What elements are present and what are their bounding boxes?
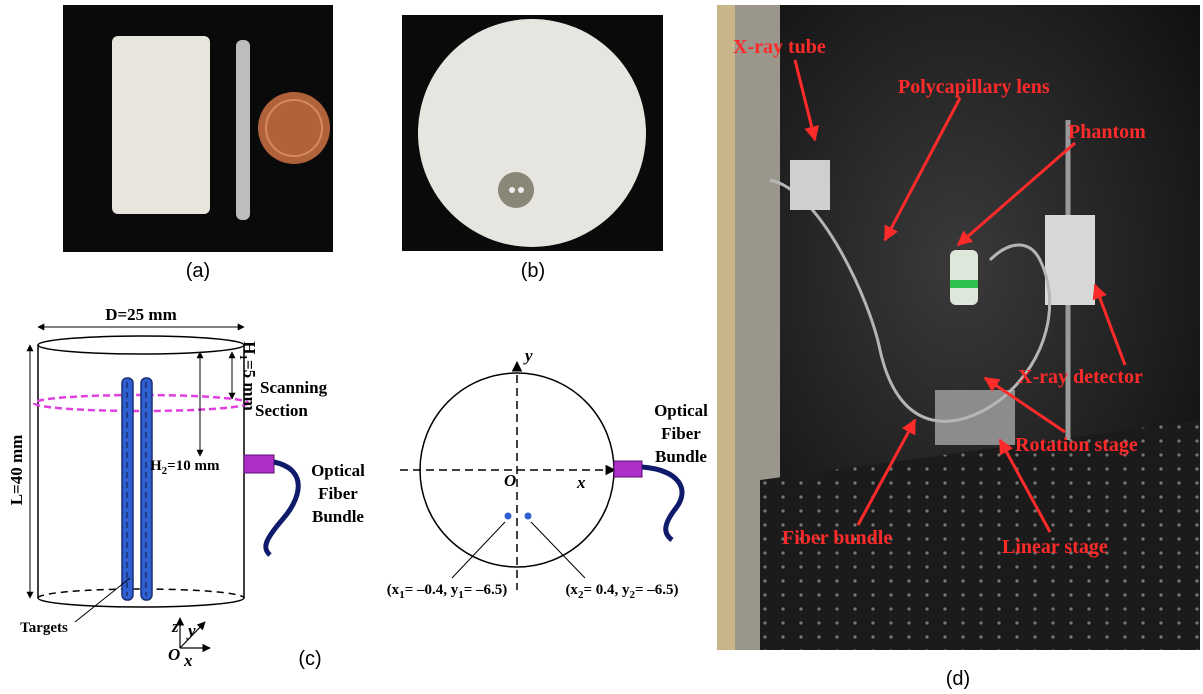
axis-label: y: [523, 346, 533, 365]
label: Fiber: [661, 424, 701, 443]
label: H2=10 mm: [150, 458, 220, 477]
label: Optical: [654, 401, 708, 420]
caption: (d): [946, 668, 970, 690]
label: H: [240, 341, 259, 354]
annotation: Phantom: [1068, 121, 1146, 143]
axis-label: x: [576, 473, 586, 492]
label: (x: [387, 582, 400, 598]
annotation: X-ray tube: [733, 36, 826, 58]
label: = 0.4, y: [583, 582, 630, 598]
annotation: Linear stage: [1002, 536, 1108, 558]
axis-label: O: [504, 471, 516, 490]
label: Fiber: [318, 484, 358, 503]
caption: (a): [186, 260, 210, 282]
label: Section: [255, 401, 308, 420]
label: Targets: [20, 620, 68, 636]
label: Scanning: [260, 378, 328, 397]
axis-label: y: [186, 621, 196, 640]
cross-section: [400, 362, 682, 590]
caption: (b): [521, 260, 545, 282]
annotation: Rotation stage: [1015, 434, 1138, 456]
figure: (a) (b) D=25 mm L=40 mm H1=5 mm H2=10 mm…: [0, 0, 1203, 694]
axis-label: z: [171, 617, 179, 636]
photo-b: [402, 15, 663, 251]
label: = –6.5): [635, 582, 679, 598]
label: (x1= –0.4, y1= –6.5): [387, 582, 508, 601]
label: =10 mm: [167, 458, 220, 474]
label: Bundle: [312, 507, 364, 526]
label: = –6.5): [464, 582, 508, 598]
label: D=25 mm: [105, 305, 177, 324]
annotation: Fiber bundle: [782, 527, 892, 549]
axis-label: x: [183, 651, 193, 670]
caption: (c): [298, 648, 321, 670]
label: = –0.4, y: [405, 582, 459, 598]
label: Optical: [311, 461, 365, 480]
label: (x2= 0.4, y2= –6.5): [565, 582, 678, 601]
axis-label: O: [168, 645, 180, 664]
annotation: X-ray detector: [1018, 366, 1143, 388]
photo-a: [63, 5, 333, 252]
annotation: Polycapillary lens: [898, 76, 1050, 98]
label: Bundle: [655, 447, 707, 466]
label: L=40 mm: [7, 435, 26, 506]
label: (x: [565, 582, 578, 598]
label: H: [150, 458, 162, 474]
